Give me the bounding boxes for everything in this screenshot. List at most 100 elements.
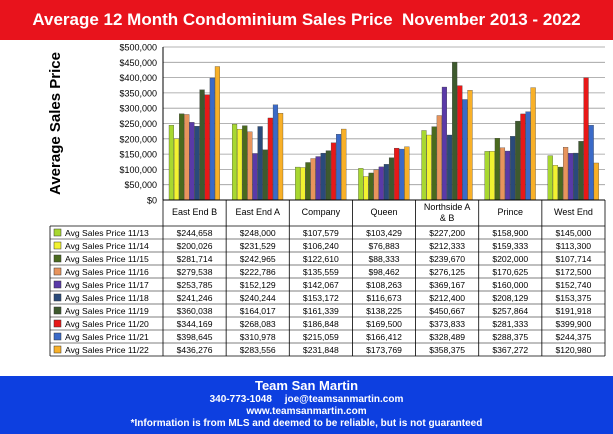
bar — [583, 77, 589, 201]
bar — [295, 166, 301, 201]
bar — [573, 152, 579, 201]
bar — [262, 149, 268, 201]
footer-team-name: Team San Martin — [254, 378, 359, 393]
data-label: $169,500 — [366, 319, 402, 329]
bar — [484, 151, 490, 201]
data-label: $166,412 — [366, 332, 402, 342]
data-label: $310,978 — [240, 332, 276, 342]
data-label: $244,658 — [177, 228, 213, 238]
legend-label: Avg Sales Price 11/20 — [65, 319, 149, 329]
legend-swatch — [53, 319, 62, 328]
data-label: $212,333 — [429, 241, 465, 251]
y-tick-label: $300,000 — [119, 104, 157, 114]
legend-label: Avg Sales Price 11/22 — [65, 345, 149, 355]
legend-swatch — [53, 280, 62, 289]
data-label: $88,333 — [368, 254, 399, 264]
bar — [204, 94, 210, 201]
bar — [373, 169, 379, 201]
bar — [593, 162, 599, 201]
y-axis-label: Average Sales Price — [47, 52, 64, 195]
bar — [184, 114, 190, 201]
legend-label: Avg Sales Price 11/15 — [65, 254, 149, 264]
legend-swatch — [53, 228, 62, 237]
data-label: $399,900 — [556, 319, 592, 329]
category-label: East End A — [235, 207, 280, 217]
bar — [489, 151, 495, 201]
bar — [320, 152, 326, 201]
data-label: $172,500 — [556, 267, 592, 277]
bar — [578, 141, 584, 201]
bar — [278, 113, 284, 201]
bar — [325, 150, 331, 201]
bar — [515, 120, 521, 201]
category-label: Prince — [498, 207, 524, 217]
data-label: $200,026 — [177, 241, 213, 251]
bar — [173, 138, 180, 201]
legend-swatch — [53, 293, 62, 302]
data-label: $212,400 — [429, 293, 465, 303]
data-label: $367,272 — [492, 345, 528, 355]
y-tick-label: $450,000 — [119, 58, 157, 68]
bar — [363, 176, 369, 201]
y-tick-label: $350,000 — [119, 88, 157, 98]
bar — [300, 167, 306, 201]
data-label: $122,610 — [303, 254, 339, 264]
bar — [272, 104, 279, 201]
bar — [252, 153, 258, 201]
data-label: $160,000 — [492, 280, 528, 290]
bar — [436, 115, 442, 201]
bar — [341, 128, 347, 201]
y-tick-label: $200,000 — [119, 134, 157, 144]
bar — [237, 129, 243, 201]
y-tick-label: $250,000 — [119, 119, 157, 129]
legend-swatch — [53, 254, 62, 263]
data-label: $191,918 — [556, 306, 592, 316]
legend-swatch — [53, 241, 62, 250]
bar — [388, 157, 395, 201]
data-label: $231,848 — [303, 345, 339, 355]
y-tick-label: $0 — [147, 196, 157, 206]
bar — [588, 125, 594, 201]
footer-website: www.teamsanmartin.com — [246, 406, 367, 417]
bar — [394, 147, 400, 201]
legend-swatch — [53, 345, 62, 354]
data-label: $116,673 — [366, 293, 401, 303]
data-label: $113,300 — [556, 241, 591, 251]
bar — [462, 99, 468, 201]
legend-label: Avg Sales Price 11/17 — [65, 280, 149, 290]
y-tick-label: $400,000 — [119, 73, 157, 83]
data-label: $244,375 — [556, 332, 592, 342]
category-label: Northside A — [424, 202, 471, 212]
data-label: $159,333 — [492, 241, 528, 251]
bar — [426, 134, 432, 201]
category-label: Company — [302, 207, 341, 217]
legend-label: Avg Sales Price 11/19 — [65, 306, 149, 316]
bar — [247, 131, 253, 201]
category-label: Queen — [370, 207, 397, 217]
bar — [399, 148, 405, 201]
data-label: $288,375 — [492, 332, 528, 342]
data-label: $242,965 — [240, 254, 276, 264]
bar — [557, 166, 564, 201]
data-label: $276,125 — [429, 267, 465, 277]
y-tick-label: $50,000 — [124, 180, 157, 190]
y-tick-label: $150,000 — [119, 150, 157, 160]
bar — [452, 61, 458, 201]
bar — [510, 136, 516, 201]
data-label: $279,538 — [177, 267, 213, 277]
legend-swatch — [53, 306, 62, 315]
footer-phone: 340-773-1048 — [209, 394, 272, 405]
data-label: $222,786 — [240, 267, 276, 277]
data-label: $107,714 — [556, 254, 592, 264]
bar — [383, 164, 389, 201]
bar — [404, 146, 410, 201]
data-label: $142,067 — [303, 280, 339, 290]
bar — [305, 162, 311, 201]
legend-label: Avg Sales Price 11/13 — [65, 228, 149, 238]
data-label: $241,246 — [177, 293, 213, 303]
data-label: $281,714 — [177, 254, 213, 264]
data-label: $248,000 — [240, 228, 276, 238]
bar — [547, 155, 553, 201]
bar — [209, 77, 215, 201]
data-label: $103,429 — [366, 228, 402, 238]
